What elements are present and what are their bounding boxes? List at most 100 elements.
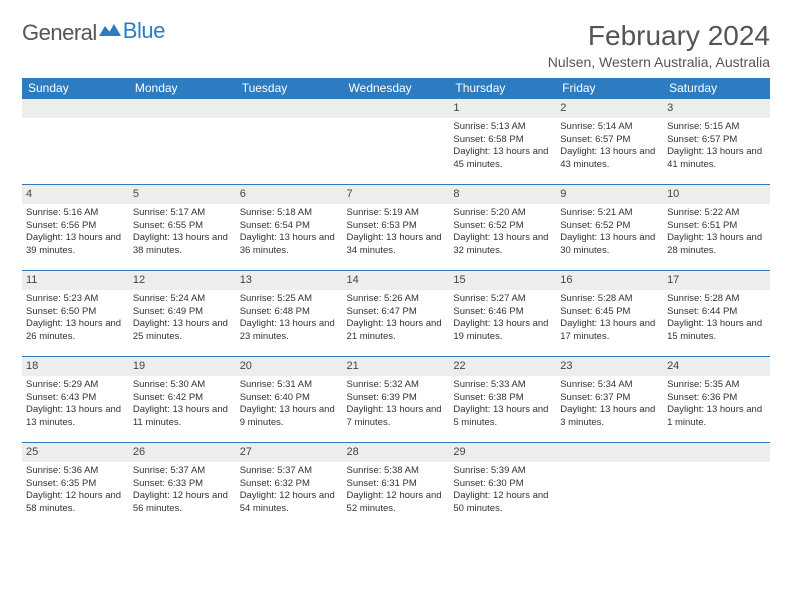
sunset-line: Sunset: 6:52 PM: [453, 220, 523, 231]
day-number: 22: [449, 357, 556, 376]
sunrise-line: Sunrise: 5:34 AM: [560, 379, 632, 390]
day-details: Sunrise: 5:16 AMSunset: 6:56 PMDaylight:…: [26, 207, 125, 258]
calendar-head: SundayMondayTuesdayWednesdayThursdayFrid…: [22, 78, 770, 99]
sunset-line: Sunset: 6:54 PM: [240, 220, 310, 231]
sunset-line: Sunset: 6:31 PM: [347, 478, 417, 489]
calendar-cell: 27 Sunrise: 5:37 AMSunset: 6:32 PMDayligh…: [236, 443, 343, 529]
calendar-table: SundayMondayTuesdayWednesdayThursdayFrid…: [22, 78, 770, 529]
calendar-cell: 20Sunrise: 5:31 AMSunset: 6:40 PMDayligh…: [236, 357, 343, 443]
day-details: Sunrise: 5:37 AMSunset: 6:32 PMDaylight:…: [240, 465, 339, 516]
sunrise-line: Sunrise: 5:39 AM: [453, 465, 525, 476]
calendar-cell: 8Sunrise: 5:20 AMSunset: 6:52 PMDaylight…: [449, 185, 556, 271]
day-number: 14: [343, 271, 450, 290]
sunrise-line: Sunrise: 5:15 AM: [667, 121, 739, 132]
calendar-cell: 29Sunrise: 5:39 AMSunset: 6:30 PMDayligh…: [449, 443, 556, 529]
sunrise-line: Sunrise: 5:22 AM: [667, 207, 739, 218]
day-number: 28: [343, 443, 450, 462]
calendar-cell: 7Sunrise: 5:19 AMSunset: 6:53 PMDaylight…: [343, 185, 450, 271]
day-number: 10: [663, 185, 770, 204]
calendar-page: General Blue February 2024 Nulsen, Weste…: [0, 0, 792, 539]
calendar-cell: 25 Sunrise: 5:36 AMSunset: 6:35 PMDayligh…: [22, 443, 129, 529]
sunrise-line: Sunrise: 5:19 AM: [347, 207, 419, 218]
sunset-line: Sunset: 6:43 PM: [26, 392, 96, 403]
day-details: Sunrise: 5:20 AMSunset: 6:52 PMDaylight:…: [453, 207, 552, 258]
day-details: Sunrise: 5:24 AMSunset: 6:49 PMDaylight:…: [133, 293, 232, 344]
day-details: Sunrise: 5:17 AM Sunset: 6:55 PMDaylight:…: [133, 207, 232, 258]
sunrise-line: Sunrise: 5:33 AM: [453, 379, 525, 390]
calendar-cell: 23Sunrise: 5:34 AMSunset: 6:37 PMDayligh…: [556, 357, 663, 443]
daylight-line: Daylight: 13 hours and 21 minutes.: [347, 318, 442, 342]
day-details: Sunrise: 5:36 AMSunset: 6:35 PMDaylight:…: [26, 465, 125, 516]
day-details: Sunrise: 5:39 AMSunset: 6:30 PMDaylight:…: [453, 465, 552, 516]
day-details: Sunrise: 5:25 AMSunset: 6:48 PMDaylight:…: [240, 293, 339, 344]
day-number: 26: [129, 443, 236, 462]
day-details: Sunrise: 5:23 AMSunset: 6:50 PMDaylight:…: [26, 293, 125, 344]
day-details: Sunrise: 5:29 AMSunset: 6:43 PMDaylight:…: [26, 379, 125, 430]
sunrise-line: Sunrise: 5:35 AM: [667, 379, 739, 390]
month-title: February 2024: [548, 20, 770, 52]
calendar-cell: 11Sunrise: 5:23 AMSunset: 6:50 PMDayligh…: [22, 271, 129, 357]
daylight-line: Daylight: 13 hours and 13 minutes.: [26, 404, 121, 428]
sunset-line: Sunset: 6:46 PM: [453, 306, 523, 317]
calendar-cell: 24Sunrise: 5:35 AMSunset: 6:36 PMDayligh…: [663, 357, 770, 443]
calendar-cell: 6Sunrise: 5:18 AMSunset: 6:54 PMDaylight…: [236, 185, 343, 271]
calendar-cell: [663, 443, 770, 529]
sunset-line: Sunset: 6:50 PM: [26, 306, 96, 317]
calendar-cell: 16Sunrise: 5:28 AMSunset: 6:45 PMDayligh…: [556, 271, 663, 357]
header-right: February 2024 Nulsen, Western Australia,…: [548, 20, 770, 70]
sunrise-line: Sunrise: 5:21 AM: [560, 207, 632, 218]
calendar-cell: 21Sunrise: 5:32 AMSunset: 6:39 PMDayligh…: [343, 357, 450, 443]
day-details: Sunrise: 5:30 AMSunset: 6:42 PMDaylight:…: [133, 379, 232, 430]
calendar-cell: 18Sunrise: 5:29 AMSunset: 6:43 PMDayligh…: [22, 357, 129, 443]
daylight-line: Daylight: 13 hours and 32 minutes.: [453, 232, 548, 256]
sunset-line: Sunset: 6:57 PM: [667, 134, 737, 145]
day-number: 3: [663, 99, 770, 118]
sunset-line: Sunset: 6:47 PM: [347, 306, 417, 317]
day-details: Sunrise: 5:18 AMSunset: 6:54 PMDaylight:…: [240, 207, 339, 258]
sunset-line: Sunset: 6:42 PM: [133, 392, 203, 403]
sunset-line: Sunset: 6:30 PM: [453, 478, 523, 489]
calendar-cell: 1 Sunrise: 5:13 AMSunset: 6:58 PMDaylight…: [449, 99, 556, 185]
daylight-line: Daylight: 12 hours and 58 minutes.: [26, 490, 121, 514]
sunset-line: Sunset: 6:48 PM: [240, 306, 310, 317]
daylight-line: Daylight: 13 hours and 3 minutes.: [560, 404, 655, 428]
daylight-line: Daylight: 13 hours and 19 minutes.: [453, 318, 548, 342]
calendar-cell: 19 Sunrise: 5:30 AMSunset: 6:42 PMDayligh…: [129, 357, 236, 443]
sunrise-line: Sunrise: 5:23 AM: [26, 293, 98, 304]
daylight-line: Daylight: 13 hours and 7 minutes.: [347, 404, 442, 428]
daylight-line: Daylight: 13 hours and 38 minutes.: [133, 232, 228, 256]
brand-logo: General Blue: [22, 20, 165, 46]
sunset-line: Sunset: 6:49 PM: [133, 306, 203, 317]
day-details: Sunrise: 5:13 AMSunset: 6:58 PMDaylight:…: [453, 121, 552, 172]
day-details: Sunrise: 5:37 AMSunset: 6:33 PMDaylight:…: [133, 465, 232, 516]
day-number: 1: [449, 99, 556, 118]
day-header: Tuesday: [236, 78, 343, 99]
day-number-empty: [22, 99, 129, 118]
sunrise-line: Sunrise: 5:16 AM: [26, 207, 98, 218]
calendar-cell: 13 Sunrise: 5:25 AMSunset: 6:48 PMDayligh…: [236, 271, 343, 357]
day-number: 25: [22, 443, 129, 462]
day-number: 9: [556, 185, 663, 204]
day-number: 4: [22, 185, 129, 204]
daylight-line: Daylight: 12 hours and 52 minutes.: [347, 490, 442, 514]
sunrise-line: Sunrise: 5:31 AM: [240, 379, 312, 390]
calendar-cell: 4 Sunrise: 5:16 AMSunset: 6:56 PMDaylight…: [22, 185, 129, 271]
day-number: 27: [236, 443, 343, 462]
day-number-empty: [663, 443, 770, 462]
sunset-line: Sunset: 6:55 PM: [133, 220, 203, 231]
brand-name-2: Blue: [123, 18, 165, 44]
day-number: 19: [129, 357, 236, 376]
calendar-cell: [129, 99, 236, 185]
calendar-cell: 15Sunrise: 5:27 AMSunset: 6:46 PMDayligh…: [449, 271, 556, 357]
day-number: 12: [129, 271, 236, 290]
sunrise-line: Sunrise: 5:27 AM: [453, 293, 525, 304]
day-number-empty: [556, 443, 663, 462]
sunset-line: Sunset: 6:58 PM: [453, 134, 523, 145]
day-number: 13: [236, 271, 343, 290]
calendar-cell: 10Sunrise: 5:22 AMSunset: 6:51 PMDayligh…: [663, 185, 770, 271]
day-header: Wednesday: [343, 78, 450, 99]
day-header: Sunday: [22, 78, 129, 99]
sunrise-line: Sunrise: 5:17 AM: [133, 207, 205, 218]
daylight-line: Daylight: 13 hours and 45 minutes.: [453, 146, 548, 170]
calendar-cell: 9Sunrise: 5:21 AMSunset: 6:52 PMDaylight…: [556, 185, 663, 271]
